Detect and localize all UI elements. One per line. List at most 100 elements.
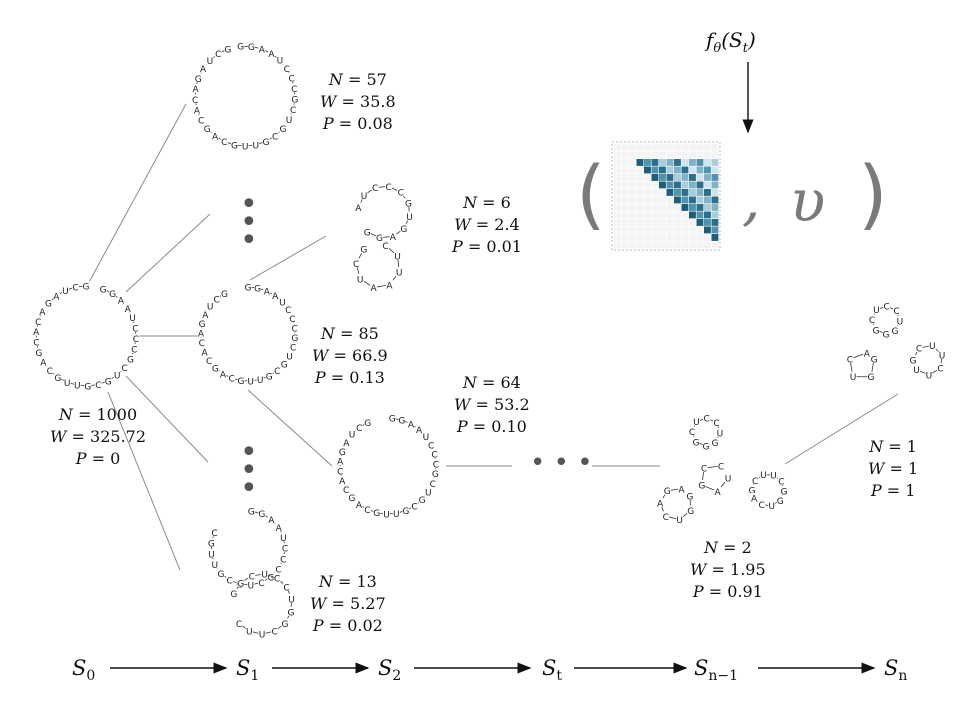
heatmap-cell (696, 151, 704, 159)
stats-c3: N = 13 W = 5.27 P = 0.02 (310, 572, 386, 635)
base-G: G (703, 443, 710, 453)
base-A: A (386, 281, 393, 291)
base-A: A (343, 439, 350, 449)
base-G: G (364, 228, 371, 238)
heatmap-cell (659, 159, 666, 166)
base-C: C (192, 96, 198, 106)
base-U: U (246, 628, 253, 638)
base-C: C (284, 65, 290, 75)
base-G: G (100, 286, 107, 296)
base-G: G (262, 138, 269, 148)
heatmap-cell (696, 166, 704, 174)
heatmap-cell (704, 204, 711, 211)
heatmap-cell (621, 196, 629, 204)
base-G: G (258, 510, 265, 520)
base-G: G (266, 372, 273, 382)
base-C: C (280, 556, 286, 566)
base-G: G (212, 364, 219, 374)
vertical-ellipsis-bottom: • • • (240, 435, 258, 506)
heatmap-cell (636, 196, 644, 204)
base-G: G (254, 284, 261, 294)
base-G: G (400, 225, 407, 235)
base-U: U (394, 252, 401, 262)
base-C: C (274, 367, 280, 377)
heatmap-cell (711, 196, 719, 204)
base-G: G (109, 290, 116, 300)
base-G: G (54, 374, 61, 384)
base-A: A (202, 311, 209, 321)
base-G: G (291, 96, 298, 106)
base-C: C (382, 242, 388, 252)
heatmap-cell (629, 189, 636, 196)
base-U: U (207, 303, 214, 313)
base-G: G (281, 360, 288, 370)
base-A: A (657, 500, 664, 510)
heatmap-cell (704, 211, 711, 219)
base-C: C (282, 545, 288, 555)
heatmap-cell (711, 211, 719, 219)
heatmap-cell (636, 181, 644, 189)
heatmap-cell (651, 189, 659, 196)
edge-root-c3 (107, 391, 181, 571)
heatmap-cell (666, 241, 674, 249)
heatmap-cell (629, 204, 636, 211)
base-C: C (663, 513, 669, 523)
base-C: C (35, 318, 41, 328)
heatmap-cell (621, 151, 629, 159)
base-U: U (247, 377, 254, 387)
heatmap-cell (689, 196, 696, 204)
heatmap-cell (614, 159, 621, 166)
base-U: U (423, 433, 430, 443)
heatmap-cell (689, 189, 696, 196)
heatmap-cell (644, 181, 651, 189)
base-C: C (290, 344, 296, 354)
base-C: C (33, 339, 39, 349)
edge-n1-n (784, 393, 899, 465)
heatmap-cell (614, 219, 621, 226)
base-A: A (259, 45, 266, 55)
base-A: A (390, 233, 397, 243)
heatmap-cell (636, 234, 644, 241)
heatmap-cell (681, 219, 689, 226)
base-U: U (129, 314, 136, 324)
policy-heatmap (614, 144, 719, 249)
base-U: U (929, 342, 936, 352)
base-G: G (287, 608, 294, 618)
heatmap-cell (689, 241, 696, 249)
heatmap-cell (704, 151, 711, 159)
heatmap-cell (666, 159, 674, 166)
base-U: U (349, 431, 356, 441)
base-G: G (364, 419, 371, 429)
base-G: G (389, 415, 396, 425)
base-G: G (892, 327, 899, 337)
heatmap-cell (674, 151, 681, 159)
heatmap-cell (659, 219, 666, 226)
base-C: C (132, 324, 138, 334)
base-U: U (676, 516, 683, 526)
heatmap-cell (696, 189, 704, 196)
heatmap-cell (681, 151, 689, 159)
base-C: C (283, 583, 289, 593)
heatmap-cell (659, 204, 666, 211)
heatmap-cell (636, 211, 644, 219)
base-G: G (339, 448, 346, 458)
heatmap-cell (651, 166, 659, 174)
base-A: A (125, 305, 132, 315)
heatmap-cell (651, 234, 659, 241)
base-C: C (385, 183, 391, 193)
heatmap-cell (629, 144, 636, 151)
heatmap-cell (666, 226, 674, 234)
heatmap-cell (696, 196, 704, 204)
heatmap-cell (704, 196, 711, 204)
heatmap-cell (689, 159, 696, 166)
heatmap-cell (659, 144, 666, 151)
base-C: C (713, 419, 719, 429)
heatmap-cell (659, 166, 666, 174)
base-A: A (53, 292, 60, 302)
base-C: C (215, 50, 221, 60)
heatmap-cell (711, 181, 719, 189)
base-U: U (207, 57, 214, 67)
base-C: C (752, 477, 758, 487)
base-G: G (35, 349, 42, 359)
